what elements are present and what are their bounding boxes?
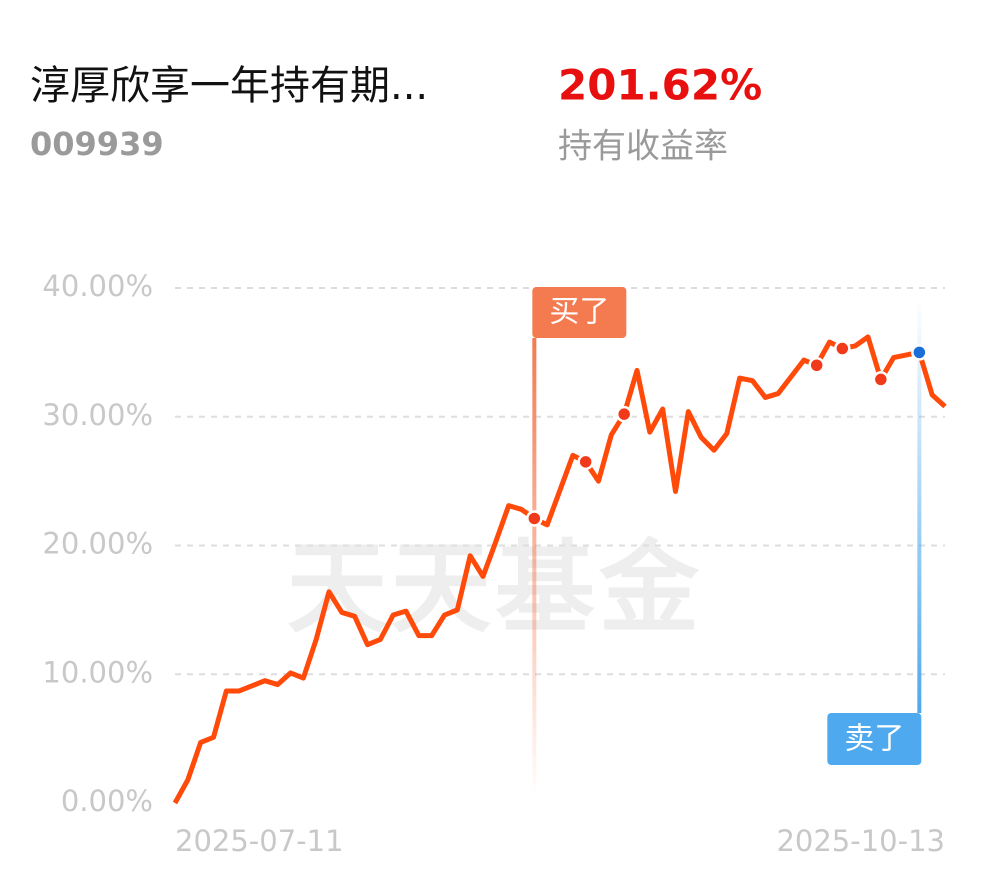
y-tick-label: 40.00% — [42, 269, 153, 303]
fund-name: 淳厚欣享一年持有期... — [30, 63, 428, 109]
sell-label: 卖了 — [844, 722, 904, 757]
trade-marker — [577, 453, 594, 471]
trade-marker — [872, 371, 890, 388]
return-value: 201.62% — [558, 61, 762, 110]
trade-marker — [834, 340, 851, 357]
buy-line — [532, 338, 537, 798]
trade-marker — [808, 357, 825, 374]
y-tick-label: 10.00% — [42, 655, 153, 689]
return-label: 持有收益率 — [558, 127, 728, 167]
trade-marker — [526, 510, 543, 527]
x-tick-label: 2025-10-13 — [776, 824, 945, 858]
sell-label-box — [827, 713, 922, 765]
trade-marker — [615, 405, 633, 423]
sell-marker — [911, 344, 928, 361]
x-tick-label: 2025-07-11 — [175, 824, 344, 858]
y-tick-label: 20.00% — [42, 527, 153, 561]
fund-code: 009939 — [30, 125, 164, 163]
sell-line — [917, 298, 922, 713]
y-tick-label: 30.00% — [42, 398, 153, 432]
buy-label: 买了 — [549, 295, 609, 330]
y-tick-label: 0.00% — [61, 784, 153, 818]
buy-label-box — [532, 287, 627, 338]
